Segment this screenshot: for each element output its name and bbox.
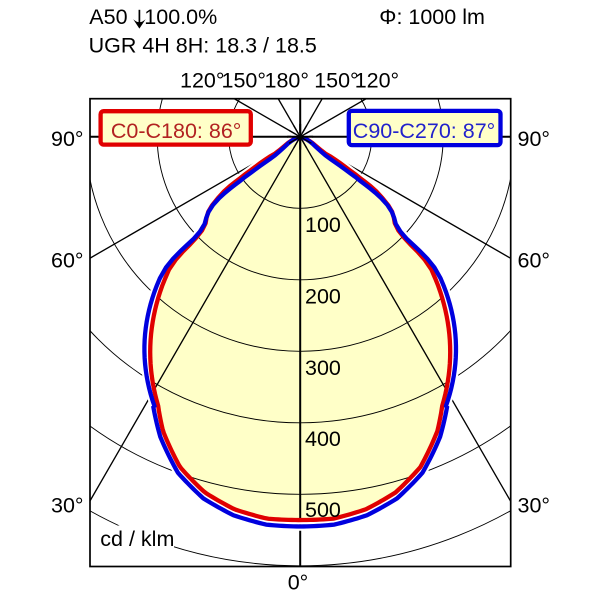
svg-text:150°: 150°: [314, 69, 358, 93]
svg-text:0°: 0°: [288, 571, 309, 595]
svg-text:300: 300: [305, 356, 341, 380]
svg-text:30°: 30°: [51, 494, 84, 518]
svg-text:A50: A50: [89, 5, 127, 29]
svg-text:120°: 120°: [355, 69, 399, 93]
svg-text:150°: 150°: [222, 69, 266, 93]
svg-text:C0-C180: 86°: C0-C180: 86°: [111, 119, 242, 143]
svg-text:500: 500: [305, 498, 341, 522]
svg-text:100: 100: [305, 213, 341, 237]
svg-text:90°: 90°: [518, 127, 551, 151]
svg-text:UGR 4H 8H: 18.3 / 18.5: UGR 4H 8H: 18.3 / 18.5: [89, 33, 317, 57]
svg-text:90°: 90°: [51, 127, 84, 151]
svg-text:C90-C270: 87°: C90-C270: 87°: [353, 119, 495, 143]
svg-text:60°: 60°: [51, 249, 84, 273]
svg-text:30°: 30°: [518, 494, 551, 518]
svg-text:cd / klm: cd / klm: [100, 527, 174, 551]
svg-text:400: 400: [305, 427, 341, 451]
svg-text:Φ: 1000 lm: Φ: 1000 lm: [379, 5, 485, 29]
svg-text:60°: 60°: [518, 249, 551, 273]
svg-text:180°: 180°: [265, 69, 309, 93]
svg-text:100.0%: 100.0%: [144, 5, 217, 29]
svg-text:200: 200: [305, 284, 341, 308]
svg-text:120°: 120°: [180, 69, 224, 93]
